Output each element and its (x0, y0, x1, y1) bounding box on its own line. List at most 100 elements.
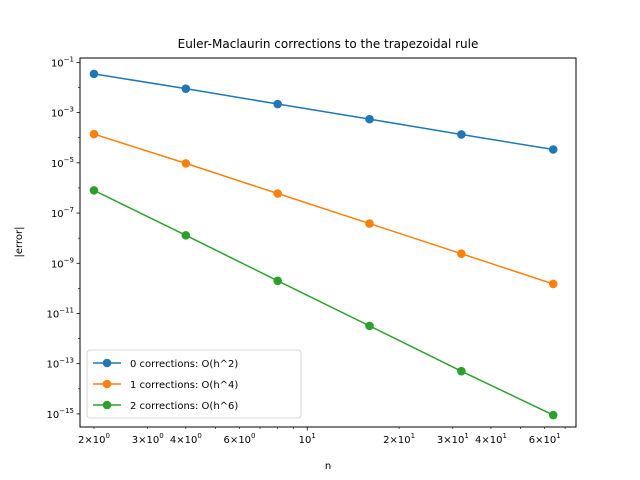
tick-times: × (443, 435, 451, 446)
tick-exponent: −5 (64, 156, 74, 164)
data-point (365, 321, 374, 331)
tick-exponent: −11 (59, 306, 74, 314)
data-point (457, 130, 466, 139)
data-point (457, 366, 466, 376)
x-minor-tick-label: 2×101 (383, 432, 415, 446)
series-line (93, 73, 554, 151)
tick-base: 10 (51, 259, 64, 270)
x-minor-tick-label: 2×100 (78, 432, 110, 446)
tick-exponent: −3 (64, 106, 74, 114)
y-tick-label: 10−11 (46, 306, 74, 320)
tick-exponent: −1 (64, 55, 74, 63)
tick-base: 10 (398, 435, 411, 446)
chart-title: Euler-Maclaurin corrections to the trape… (178, 37, 479, 51)
tick-times: × (84, 435, 92, 446)
x-minor-tick-label: 4×101 (475, 432, 507, 446)
legend-marker (102, 379, 112, 389)
series-1 (89, 129, 558, 289)
data-point (273, 189, 282, 198)
data-point (89, 186, 99, 195)
y-tick-label: 10−13 (46, 357, 74, 371)
legend-label: 1 corrections: O(h^4) (130, 380, 238, 391)
tick-mantissa: 4 (170, 435, 176, 446)
data-point (181, 84, 191, 93)
tick-exponent: 1 (556, 432, 560, 440)
data-point (457, 249, 466, 259)
tick-mantissa: 2 (383, 435, 389, 446)
series-layer (89, 69, 558, 420)
y-tick-label: 10−5 (51, 156, 74, 170)
y-tick-label: 10−3 (51, 106, 74, 120)
legend-item: 1 corrections: O(h^4) (93, 379, 238, 391)
x-tick-label: 101 (299, 432, 316, 446)
series-line (93, 189, 554, 416)
data-point (89, 69, 99, 79)
legend-item: 0 corrections: O(h^2) (93, 358, 238, 370)
y-axis-label: |error| (14, 227, 25, 258)
tick-exponent: −9 (64, 256, 74, 264)
tick-base: 10 (51, 58, 64, 69)
axes-frame (79, 57, 577, 428)
y-tick-label: 10−15 (46, 407, 74, 421)
tick-times: × (481, 435, 489, 446)
tick-mantissa: 6 (224, 435, 230, 446)
tick-exponent: −7 (64, 206, 74, 214)
data-point (548, 279, 558, 289)
tick-base: 10 (46, 360, 59, 371)
tick-exponent: 0 (159, 432, 163, 440)
tick-mantissa: 2 (78, 435, 84, 446)
legend: 0 corrections: O(h^2) 1 corrections: O(h^… (86, 349, 302, 419)
data-point (181, 230, 191, 240)
tick-times: × (535, 435, 543, 446)
series-line (93, 133, 554, 285)
tick-base: 10 (452, 435, 465, 446)
tick-base: 10 (46, 309, 59, 320)
tick-times: × (176, 435, 184, 446)
data-point (273, 276, 282, 286)
tick-exponent: 0 (251, 432, 255, 440)
y-tick-label: 10−9 (51, 256, 74, 270)
x-axis-label: n (325, 461, 331, 472)
x-minor-tick-label: 4×100 (170, 432, 202, 446)
tick-mantissa: 3 (437, 435, 443, 446)
tick-mantissa: 4 (475, 435, 481, 446)
legend-item: 2 corrections: O(h^6) (93, 400, 238, 412)
tick-base: 10 (543, 435, 556, 446)
tick-base: 10 (51, 109, 64, 120)
tick-exponent: 1 (411, 432, 415, 440)
x-minor-tick-label: 6×100 (224, 432, 256, 446)
data-point (548, 410, 558, 420)
tick-times: × (138, 435, 146, 446)
legend-box (86, 349, 302, 419)
data-point (181, 159, 191, 168)
tick-exponent: 0 (197, 432, 201, 440)
data-point (273, 99, 282, 109)
tick-base: 10 (93, 435, 106, 446)
tick-mantissa: 6 (529, 435, 535, 446)
legend-marker (102, 400, 112, 410)
data-point (365, 114, 374, 124)
x-minor-tick-label: 6×101 (529, 432, 561, 446)
x-minor-tick-label: 3×101 (437, 432, 469, 446)
tick-base: 10 (51, 209, 64, 220)
series-0 (89, 69, 558, 154)
tick-base: 10 (46, 410, 59, 421)
y-tick-label: 10−1 (51, 55, 74, 69)
legend-marker (102, 358, 112, 368)
tick-exponent: 1 (311, 432, 315, 440)
tick-exponent: −13 (59, 357, 74, 365)
tick-times: × (389, 435, 397, 446)
tick-base: 10 (146, 435, 159, 446)
tick-exponent: −15 (59, 407, 74, 415)
data-point (89, 129, 99, 139)
tick-times: × (230, 435, 238, 446)
y-tick-label: 10−7 (51, 206, 74, 220)
legend-label: 0 corrections: O(h^2) (130, 359, 238, 370)
tick-base: 10 (299, 435, 312, 446)
data-point (365, 219, 374, 228)
tick-exponent: 1 (502, 432, 506, 440)
tick-base: 10 (185, 435, 198, 446)
